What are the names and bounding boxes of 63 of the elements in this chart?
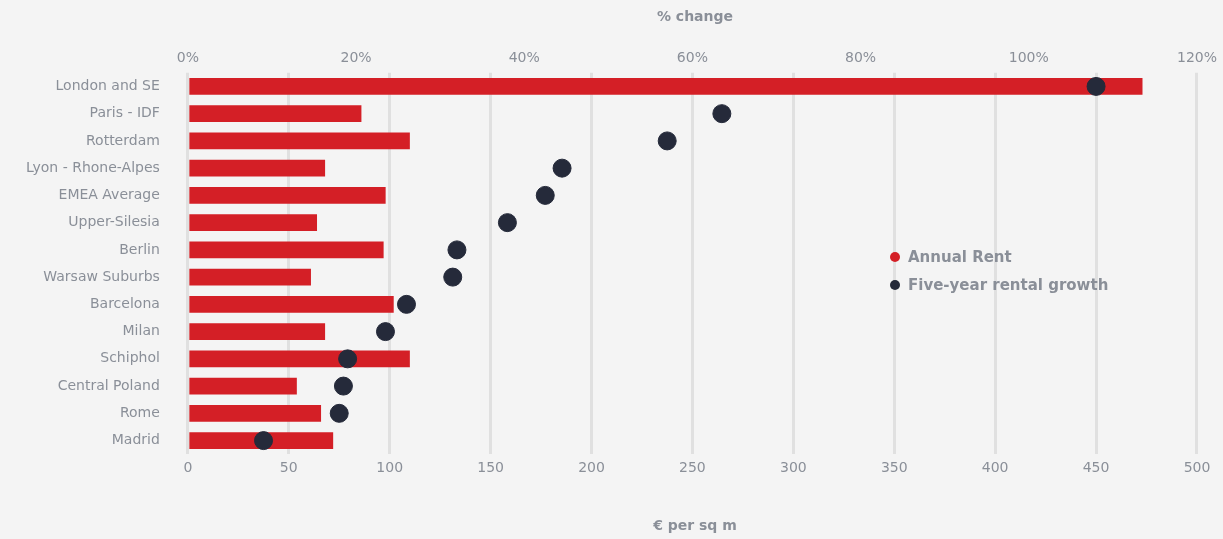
- x-tick-label: 450: [1082, 459, 1110, 476]
- x2-tick-label: 100%: [1008, 49, 1049, 66]
- y-tick-label: Barcelona: [89, 295, 160, 311]
- bar: [189, 159, 326, 177]
- bar: [189, 350, 410, 368]
- x-tick-label: 400: [981, 459, 1009, 476]
- point: [333, 376, 353, 396]
- y-tick-label: Warsaw Suburbs: [43, 267, 160, 284]
- bar: [189, 186, 386, 204]
- x-tick-label: 350: [880, 459, 908, 476]
- y-tick-label: Paris - IDF: [89, 104, 160, 121]
- point: [657, 131, 677, 151]
- x2-tick-label: 120%: [1176, 49, 1217, 66]
- y-tick-label: Milan: [122, 322, 160, 339]
- x-tick-label: 150: [477, 459, 504, 476]
- x2-axis-title: % change: [655, 8, 735, 24]
- point: [552, 158, 572, 178]
- bar: [189, 377, 297, 395]
- point: [338, 349, 358, 369]
- point: [1086, 76, 1106, 96]
- x2-tick-label: 40%: [508, 49, 540, 66]
- point: [447, 240, 467, 260]
- y-tick-label: EMEA Average: [58, 186, 160, 203]
- bar: [189, 77, 1143, 95]
- bar: [189, 105, 362, 123]
- x2-tick-label: 80%: [845, 49, 877, 66]
- y-tick-label: London and SE: [55, 77, 160, 94]
- x2-tick-label: 0%: [176, 49, 199, 66]
- point: [329, 403, 349, 423]
- y-tick-label: Central Poland: [57, 376, 160, 393]
- y-tick-label: Rome: [119, 403, 160, 420]
- x-axis-title: € per sq m: [652, 517, 738, 533]
- x2-tick-label: 60%: [676, 49, 708, 66]
- point: [254, 431, 274, 451]
- x-tick-label: 0: [183, 459, 193, 476]
- y-tick-label: Rotterdam: [85, 131, 160, 148]
- point: [535, 185, 555, 205]
- point: [397, 294, 416, 314]
- y-tick-label: Madrid: [111, 431, 160, 448]
- bar: [189, 268, 311, 286]
- x2-tick-label: 20%: [340, 49, 372, 66]
- point: [375, 322, 395, 342]
- x-tick-label: 200: [578, 459, 605, 476]
- bar: [189, 214, 318, 232]
- point: [497, 213, 517, 233]
- bar: [189, 404, 322, 422]
- point: [712, 104, 732, 124]
- bar: [189, 323, 326, 341]
- y-tick-label: Upper-Silesia: [68, 213, 160, 230]
- x-tick-label: 250: [679, 459, 706, 476]
- bar: [189, 132, 410, 150]
- bar: [189, 241, 384, 259]
- y-tick-label: Berlin: [119, 240, 160, 257]
- y-tick-label: Lyon - Rhone-Alpes: [25, 158, 160, 175]
- x-tick-label: 100: [376, 459, 404, 476]
- x-tick-label: 500: [1183, 459, 1211, 476]
- legend-label: Annual Rent: [907, 248, 1013, 266]
- point: [443, 267, 463, 287]
- y-tick-label: Schiphol: [100, 349, 160, 366]
- x-tick-label: 300: [779, 459, 807, 476]
- legend-label: Five-year rental growth: [907, 276, 1109, 294]
- x-tick-label: 50: [279, 459, 298, 476]
- bar: [189, 295, 394, 313]
